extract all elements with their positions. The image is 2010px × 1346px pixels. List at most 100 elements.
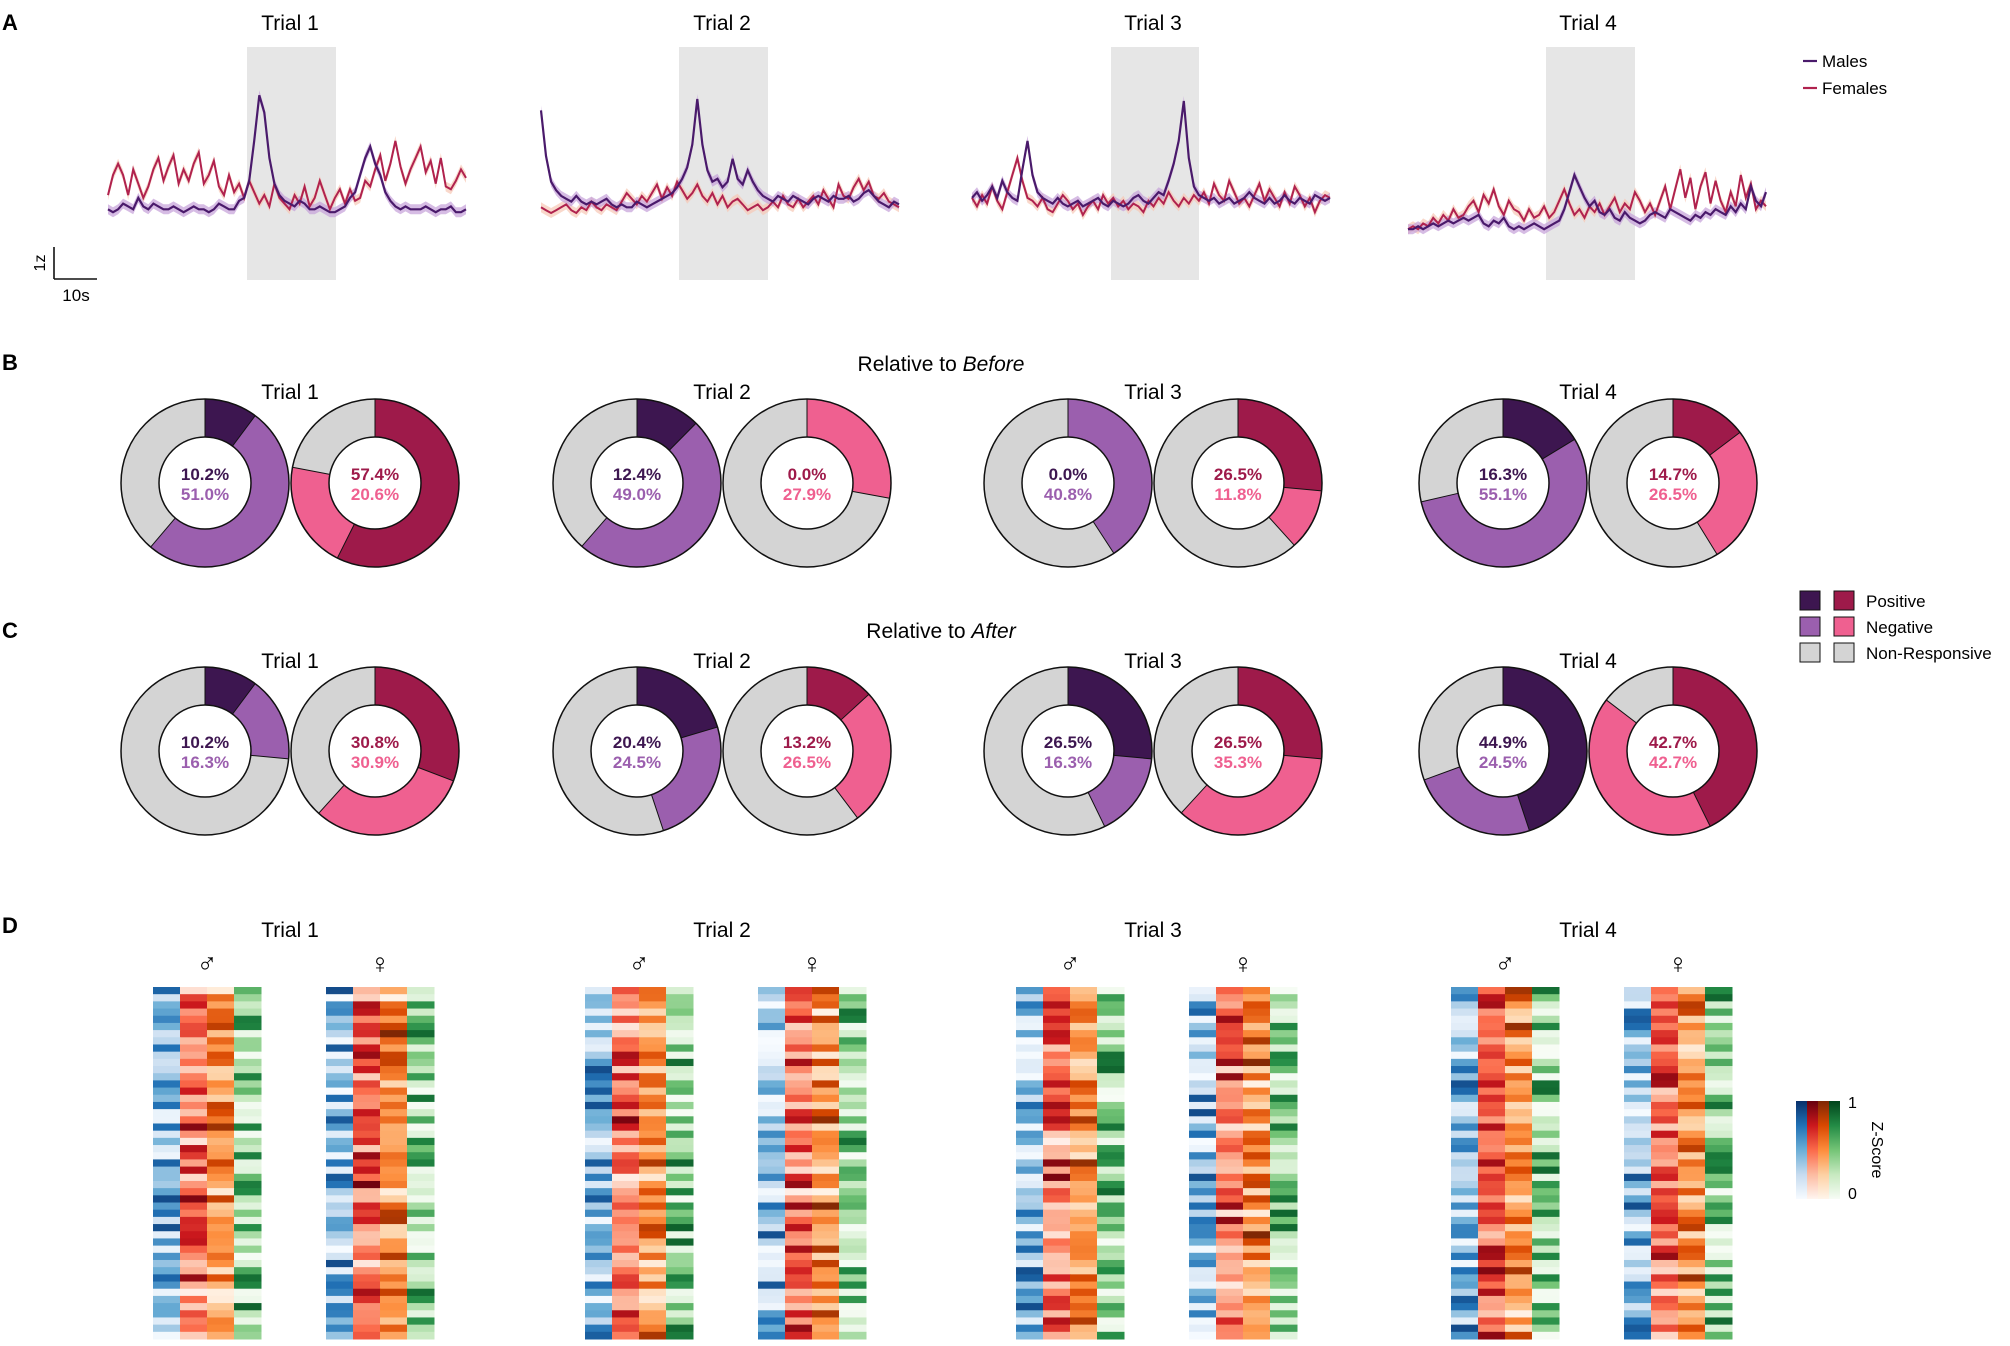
heatmap-cell <box>1478 1073 1506 1081</box>
heatmap-cell <box>1651 1152 1679 1160</box>
heatmap-cell <box>1016 1195 1044 1204</box>
heatmap-cell <box>1270 1267 1298 1275</box>
heatmap-cell <box>1016 1238 1044 1247</box>
heatmap-cell <box>380 1259 408 1268</box>
donut-inner-edge <box>760 704 854 798</box>
heatmap-cell <box>1678 1137 1706 1146</box>
donut-negative-slice <box>651 727 721 831</box>
trial-title-a-1: Trial 1 <box>261 12 319 35</box>
heatmap-cell <box>1097 1094 1125 1103</box>
heatmap-cell <box>1070 1015 1098 1024</box>
heatmap-cell <box>207 1044 235 1053</box>
heatmap-cell <box>180 1317 208 1326</box>
heatmap-cell <box>1097 1173 1125 1182</box>
donut-slice-divider <box>1517 794 1530 831</box>
heatmap-cell <box>407 1145 435 1153</box>
heatmap-cell <box>1070 1317 1098 1326</box>
heatmap-cell <box>234 1310 262 1318</box>
heatmap-cell <box>1678 1310 1706 1318</box>
heatmap-cell <box>1705 994 1733 1002</box>
heatmap-cell <box>1505 1058 1533 1067</box>
heatmap-cell <box>785 1044 813 1053</box>
heatmap-cell <box>1070 1252 1098 1261</box>
heatmap-cell <box>1705 1073 1733 1081</box>
trace-legend: Males Females <box>1803 52 1887 98</box>
heatmap-cell <box>585 1145 613 1153</box>
heatmap-cell <box>380 1188 408 1196</box>
heatmap-cell <box>758 1008 786 1017</box>
heatmap-cell <box>407 1281 435 1290</box>
heatmap-cell <box>1043 1166 1071 1175</box>
heatmap-cell <box>1270 1123 1298 1132</box>
heatmap-cell <box>1070 1037 1098 1045</box>
heatmap-cell <box>785 1252 813 1261</box>
heatmap-cell <box>585 1267 613 1275</box>
heatmap-cell <box>1097 1188 1125 1196</box>
heatmap-cell <box>1097 1238 1125 1247</box>
heatmap-cell <box>785 1087 813 1096</box>
heatmap-cell <box>1216 1008 1244 1017</box>
heatmap-cell <box>1097 1008 1125 1017</box>
heatmap-cell <box>1705 1209 1733 1218</box>
heatmap-cell <box>812 1180 840 1189</box>
heatmap-cell <box>1243 1137 1271 1146</box>
heatmap-cell <box>1478 1123 1506 1132</box>
heatmap-cell <box>1678 1044 1706 1053</box>
heatmap-trial1-males: ♂ <box>153 948 262 1340</box>
heatmap-cell <box>326 1037 354 1045</box>
heatmap-cell <box>1624 1238 1652 1247</box>
heatmap-cell <box>839 1101 867 1110</box>
heatmap-cell <box>1451 1130 1479 1139</box>
donut-outer-edge <box>1153 666 1323 836</box>
heatmap-cell <box>812 1267 840 1275</box>
heatmap-cell <box>639 1044 667 1053</box>
heatmap-cell <box>585 1324 613 1333</box>
heatmap-cell <box>1505 1066 1533 1074</box>
heatmap-cell <box>1651 994 1679 1002</box>
heatmap-cell <box>1270 1159 1298 1168</box>
heatmap-cell <box>380 1324 408 1333</box>
heatmap-cell <box>1216 1123 1244 1132</box>
heatmap-cell <box>666 1137 694 1146</box>
heatmap-cell <box>1678 1252 1706 1261</box>
heatmap-cell <box>785 1173 813 1182</box>
donut-slice-divider <box>250 754 289 760</box>
colorbar-title: Z-Score <box>1868 1122 1885 1179</box>
heatmap-cell <box>1505 1116 1533 1124</box>
heatmap-cell <box>1705 1137 1733 1146</box>
heatmap-cell <box>812 1087 840 1096</box>
donut-inner-edge <box>760 436 854 530</box>
heatmap-cell <box>153 1152 181 1160</box>
heatmap-cell <box>1624 1109 1652 1117</box>
heatmap-cell <box>380 1087 408 1096</box>
heatmap-cell <box>1243 987 1271 995</box>
heatmap-cell <box>234 1295 262 1304</box>
heatmap-cell <box>326 1252 354 1261</box>
heatmap-cell <box>1705 1267 1733 1275</box>
heatmap-cell <box>1678 1152 1706 1160</box>
heatmap-cell <box>1624 1001 1652 1010</box>
heatmap-cell <box>1070 1209 1098 1218</box>
heatmap-cell <box>180 1008 208 1017</box>
donut-negative-label: 26.5% <box>1649 485 1697 504</box>
heatmap-cell <box>1678 1087 1706 1096</box>
heatmap-cell <box>1270 987 1298 995</box>
heatmap-cell <box>1216 1030 1244 1038</box>
heatmap-cell <box>207 1310 235 1318</box>
heatmap-cell <box>1532 1123 1560 1132</box>
heatmap-cell <box>785 1037 813 1045</box>
heatmap-cell <box>1070 1274 1098 1283</box>
heatmap-cell <box>1216 1152 1244 1160</box>
heatmap-cell <box>180 1238 208 1247</box>
heatmap-cell <box>180 1037 208 1045</box>
heatmap-cell <box>758 1101 786 1110</box>
donut-outer-edge <box>1418 398 1588 568</box>
male-symbol: ♂ <box>629 948 650 979</box>
donut-before-trial4-males: 16.3%55.1% <box>1418 398 1588 568</box>
heatmap-cell <box>1478 1101 1506 1110</box>
heatmap-cell <box>612 1331 640 1340</box>
heatmap-cell <box>1505 1224 1533 1232</box>
heatmap-cell <box>207 1073 235 1081</box>
legend-swatch-males-1 <box>1799 616 1821 637</box>
